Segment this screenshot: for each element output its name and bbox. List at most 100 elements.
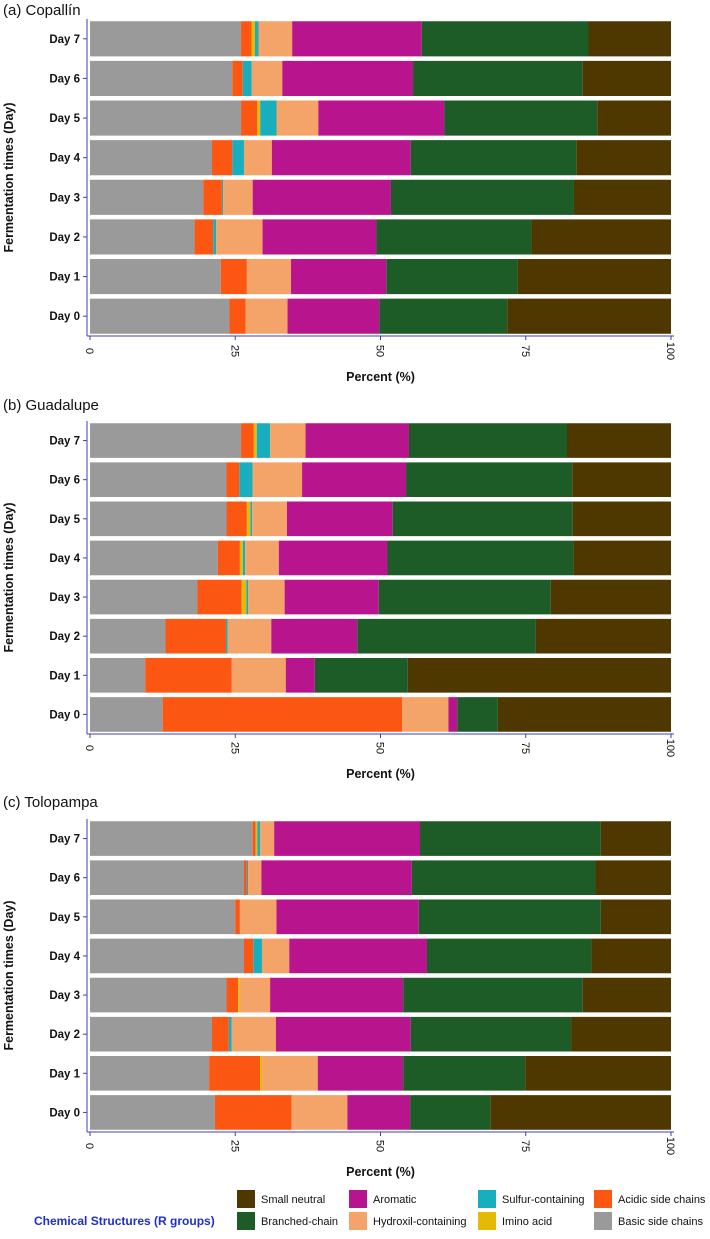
bar-segment-acidic-side-chains <box>162 697 402 732</box>
bar-segment-acidic-side-chains <box>241 100 258 136</box>
legend-label: Small neutral <box>261 1194 325 1206</box>
y-tick-label: Day 6 <box>49 73 80 85</box>
bar-segment-sulfur-containing <box>239 462 253 498</box>
bar-segment-basic-side-chains <box>90 21 242 57</box>
bar-segment-acidic-side-chains <box>194 219 214 255</box>
bar-row-day-5 <box>90 100 671 136</box>
y-tick-label: Day 4 <box>49 153 80 165</box>
bar-segment-branched-chain <box>403 977 583 1013</box>
bar-segment-acidic-side-chains <box>243 860 247 896</box>
bar-segment-basic-side-chains <box>90 462 227 498</box>
legend-swatch <box>478 1190 496 1208</box>
x-tick-label: 50 <box>374 345 386 357</box>
bar-row-day-2 <box>90 618 671 654</box>
x-axis-title: Percent (%) <box>346 370 415 384</box>
y-tick-label: Day 1 <box>49 272 80 284</box>
legend-item-sulfur-containing: Sulfur-containing <box>478 1190 585 1208</box>
legend-item-basic-side-chains: Basic side chains <box>594 1212 703 1230</box>
bar-row-day-0 <box>90 1095 671 1130</box>
bar-segment-hydroxil-containing <box>227 618 272 654</box>
y-tick-label: Day 5 <box>49 514 80 526</box>
bar-segment-hydroxil-containing <box>252 462 303 498</box>
y-tick-label: Day 3 <box>49 592 80 604</box>
legend-label: Acidic side chains <box>618 1194 706 1206</box>
y-tick-label: Day 6 <box>49 873 80 885</box>
bar-row-day-3 <box>90 179 671 215</box>
bar-segment-imino-acid <box>253 423 257 458</box>
bar-segment-small-neutral <box>507 298 671 334</box>
legend-item-hydroxil-containing: Hydroxil-containing <box>349 1212 467 1230</box>
legend-swatch <box>594 1212 612 1230</box>
bar-segment-aromatic <box>276 899 419 935</box>
bar-segment-basic-side-chains <box>90 579 198 615</box>
legend-item-acidic-side-chains: Acidic side chains <box>594 1190 706 1208</box>
bar-row-day-5 <box>90 899 671 935</box>
bar-segment-small-neutral <box>567 423 671 458</box>
bar-segment-branched-chain <box>387 540 574 576</box>
bar-segment-basic-side-chains <box>90 618 166 654</box>
bar-segment-sulfur-containing <box>246 860 249 896</box>
bar-row-day-1 <box>90 658 671 693</box>
bar-row-day-6 <box>90 860 671 896</box>
bar-segment-aromatic <box>291 259 387 295</box>
y-tick-label: Day 3 <box>49 192 80 204</box>
bar-segment-branched-chain <box>411 860 596 896</box>
bar-segment-basic-side-chains <box>90 423 242 458</box>
bar-segment-basic-side-chains <box>90 1016 213 1052</box>
bar-segment-small-neutral <box>497 697 671 732</box>
bar-segment-hydroxil-containing <box>223 179 253 215</box>
bar-row-day-2 <box>90 219 671 255</box>
bar-segment-sulfur-containing <box>242 540 246 576</box>
bar-segment-sulfur-containing <box>232 140 244 176</box>
bar-segment-branched-chain <box>457 697 498 732</box>
legend-label: Imino acid <box>502 1216 552 1228</box>
x-tick-label: 0 <box>83 1143 95 1149</box>
x-tick-label: 50 <box>374 1140 386 1152</box>
legend-swatch <box>349 1212 367 1230</box>
bar-segment-hydroxil-containing <box>239 977 271 1013</box>
bar-segment-acidic-side-chains <box>212 140 233 176</box>
legend-label: Sulfur-containing <box>502 1194 585 1206</box>
bar-segment-branched-chain <box>413 60 583 97</box>
x-tick-label: 100 <box>664 342 676 360</box>
bar-segment-acidic-side-chains <box>197 579 242 615</box>
legend-swatch <box>349 1190 367 1208</box>
bar-segment-basic-side-chains <box>90 899 236 935</box>
bar-segment-sulfur-containing <box>256 423 271 458</box>
x-tick-label: 25 <box>228 345 240 357</box>
bar-segment-branched-chain <box>406 462 573 498</box>
bar-segment-hydroxil-containing <box>246 259 292 295</box>
bar-segment-hydroxil-containing <box>402 697 449 732</box>
y-tick-label: Day 2 <box>49 1029 80 1041</box>
bar-segment-imino-acid <box>238 977 240 1013</box>
bar-segment-hydroxil-containing <box>276 100 319 136</box>
x-tick-label: 25 <box>228 742 240 754</box>
y-tick-label: Day 0 <box>49 1107 80 1119</box>
bar-segment-hydroxil-containing <box>243 140 272 176</box>
bar-segment-acidic-side-chains <box>241 423 254 458</box>
bar-segment-aromatic <box>271 618 358 654</box>
y-tick-label: Day 6 <box>49 475 80 487</box>
bar-segment-imino-acid <box>251 21 256 57</box>
bar-segment-hydroxil-containing <box>260 821 275 856</box>
bar-segment-hydroxil-containing <box>245 540 279 576</box>
bar-segment-hydroxil-containing <box>262 1056 318 1091</box>
bar-segment-hydroxil-containing <box>252 501 287 537</box>
bar-segment-branched-chain <box>314 658 408 693</box>
bar-segment-small-neutral <box>525 1056 671 1091</box>
panel-title: (c) Tolopampa <box>3 794 98 811</box>
bar-segment-basic-side-chains <box>90 298 230 334</box>
bar-segment-basic-side-chains <box>90 501 227 537</box>
bar-segment-branched-chain <box>386 259 518 295</box>
bar-segment-aromatic <box>302 462 407 498</box>
bar-segment-small-neutral <box>597 100 671 136</box>
legend-label: Basic side chains <box>618 1216 703 1228</box>
legend-item-aromatic: Aromatic <box>349 1190 417 1208</box>
bar-segment-aromatic <box>317 1056 404 1091</box>
bar-segment-basic-side-chains <box>90 140 213 176</box>
x-tick-label: 75 <box>519 345 531 357</box>
bar-segment-small-neutral <box>600 899 671 935</box>
y-tick-label: Day 5 <box>49 113 80 125</box>
bar-segment-acidic-side-chains <box>220 259 247 295</box>
y-tick-label: Day 4 <box>49 553 80 565</box>
